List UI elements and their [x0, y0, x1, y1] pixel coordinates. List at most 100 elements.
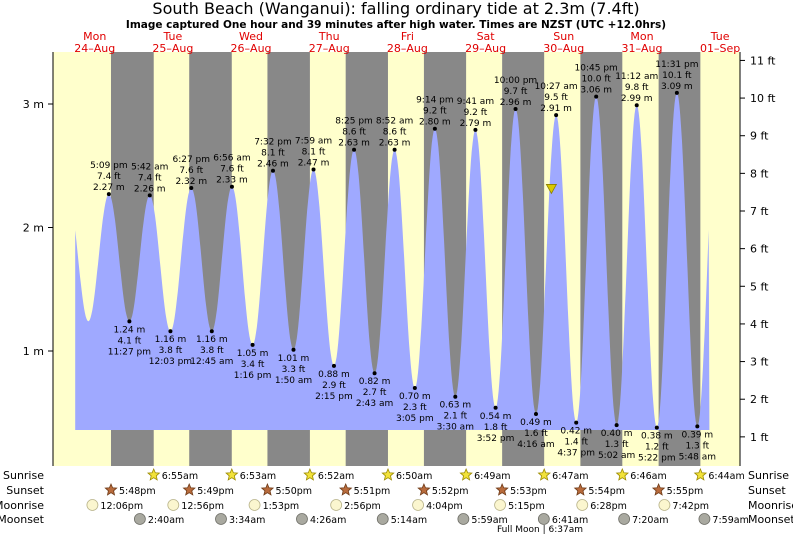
day-of-week: Sun: [553, 30, 574, 43]
high-tide-metres: 2.91 m: [540, 104, 572, 114]
tide-curve: [75, 92, 710, 431]
astro-row-label-right: Moonset: [748, 513, 793, 526]
low-tide-feet: 2.1 ft: [443, 412, 467, 422]
chart-title: South Beach (Wanganui): falling ordinary…: [152, 0, 639, 18]
moonset-icon: [133, 513, 146, 525]
high-tide-point: [229, 184, 234, 189]
low-tide-point: [250, 342, 255, 347]
sunrise-icon: [303, 467, 317, 481]
day-date: 26–Aug: [231, 42, 272, 55]
sunset-time: 5:52pm: [432, 486, 469, 497]
low-tide-feet: 1.3 ft: [685, 441, 709, 451]
day-date: 28–Aug: [387, 42, 428, 55]
high-tide-point: [432, 126, 437, 131]
sunrise-time: 6:47am: [552, 471, 588, 482]
low-tide-point: [533, 411, 538, 416]
high-tide-metres: 2.80 m: [419, 118, 451, 128]
right-tick-label: 11 ft: [750, 54, 776, 67]
high-tide-time: 6:27 pm: [172, 155, 210, 165]
high-tide-time: 8:25 pm: [335, 117, 373, 127]
sunrise-time: 6:46am: [630, 471, 666, 482]
day-of-week: Mon: [83, 30, 106, 43]
right-tick-label: 10 ft: [750, 92, 776, 105]
sunrise-icon: [537, 467, 551, 481]
astro-row-label-left: Moonset: [0, 513, 45, 526]
astro-row-label-right: Moonrise: [748, 499, 793, 512]
low-tide-metres: 0.88 m: [318, 370, 350, 380]
moonset-icon: [618, 513, 631, 525]
sunset-icon: [651, 482, 666, 496]
low-tide-feet: 2.9 ft: [322, 381, 346, 391]
day-date: 27–Aug: [309, 42, 350, 55]
moonrise-time: 5:15pm: [508, 501, 545, 512]
right-tick-label: 8 ft: [750, 167, 769, 180]
day-of-week: Mon: [630, 30, 653, 43]
low-tide-time: 5:02 am: [598, 451, 635, 461]
low-tide-metres: 0.63 m: [439, 401, 471, 411]
low-tide-metres: 0.49 m: [520, 418, 552, 428]
high-tide-point: [634, 103, 639, 108]
low-tide-metres: 0.38 m: [641, 432, 673, 442]
high-tide-feet: 8.1 ft: [261, 149, 285, 159]
low-tide-time: 4:16 am: [517, 440, 554, 450]
sunrise-icon: [459, 467, 473, 481]
day-date: 31–Aug: [621, 42, 662, 55]
high-tide-metres: 2.33 m: [216, 176, 248, 186]
low-tide-time: 12:03 pm: [149, 357, 192, 367]
day-of-week: Sat: [477, 30, 496, 43]
moonrise-icon: [658, 499, 671, 511]
low-tide-point: [372, 371, 377, 376]
high-tide-feet: 9.8 ft: [625, 83, 649, 93]
low-tide-point: [614, 423, 619, 428]
astro-row-label-right: Sunset: [748, 484, 786, 497]
sunrise-icon: [225, 467, 239, 481]
low-tide-metres: 0.54 m: [480, 412, 512, 422]
high-tide-point: [554, 113, 559, 118]
left-tick-label: 1 m: [23, 345, 44, 358]
sunset-time: 5:50pm: [275, 486, 312, 497]
low-tide-point: [654, 425, 659, 430]
moonrise-icon: [167, 499, 180, 511]
low-tide-metres: 1.05 m: [237, 349, 269, 359]
high-tide-metres: 2.99 m: [621, 94, 653, 104]
astro-row-label-left: Sunset: [6, 484, 44, 497]
moonset-icon: [457, 513, 470, 525]
low-tide-feet: 1.6 ft: [524, 429, 548, 439]
low-tide-feet: 3.8 ft: [159, 346, 183, 356]
moonrise-time: 1:53pm: [263, 501, 300, 512]
right-tick-label: 5 ft: [750, 280, 769, 293]
high-tide-feet: 7.4 ft: [138, 173, 162, 183]
high-tide-point: [311, 167, 316, 172]
high-tide-metres: 2.79 m: [460, 119, 492, 129]
sunrise-time: 6:52am: [318, 471, 354, 482]
high-tide-time: 5:09 pm: [90, 161, 128, 171]
high-tide-metres: 2.46 m: [257, 160, 289, 170]
sunrise-time: 6:49am: [474, 471, 510, 482]
low-tide-time: 3:05 pm: [396, 414, 434, 424]
high-tide-feet: 7.6 ft: [179, 166, 203, 176]
low-tide-time: 3:30 am: [437, 423, 474, 433]
high-tide-time: 7:59 am: [295, 136, 332, 146]
right-tick-label: 4 ft: [750, 318, 769, 331]
high-tide-point: [392, 147, 397, 152]
high-tide-feet: 8.6 ft: [342, 128, 366, 138]
sunset-icon: [104, 482, 118, 496]
low-tide-time: 5:48 am: [679, 452, 716, 462]
moonrise-time: 7:42pm: [672, 501, 709, 512]
astro-row-label-left: Moonrise: [0, 499, 44, 512]
low-tide-time: 2:43 am: [356, 399, 393, 409]
high-tide-time: 5:42 am: [131, 162, 168, 172]
high-tide-point: [513, 106, 518, 111]
high-tide-feet: 10.1 ft: [662, 71, 692, 81]
day-date: 29–Aug: [465, 42, 506, 55]
high-tide-feet: 8.1 ft: [302, 147, 326, 157]
high-tide-metres: 2.63 m: [379, 139, 411, 149]
high-tide-metres: 2.63 m: [338, 139, 370, 149]
sunset-icon: [339, 482, 353, 496]
low-tide-metres: 0.42 m: [560, 427, 592, 437]
high-tide-point: [594, 94, 599, 99]
sunset-icon: [260, 482, 275, 496]
high-tide-metres: 3.06 m: [580, 86, 612, 96]
moonrise-icon: [494, 499, 506, 511]
